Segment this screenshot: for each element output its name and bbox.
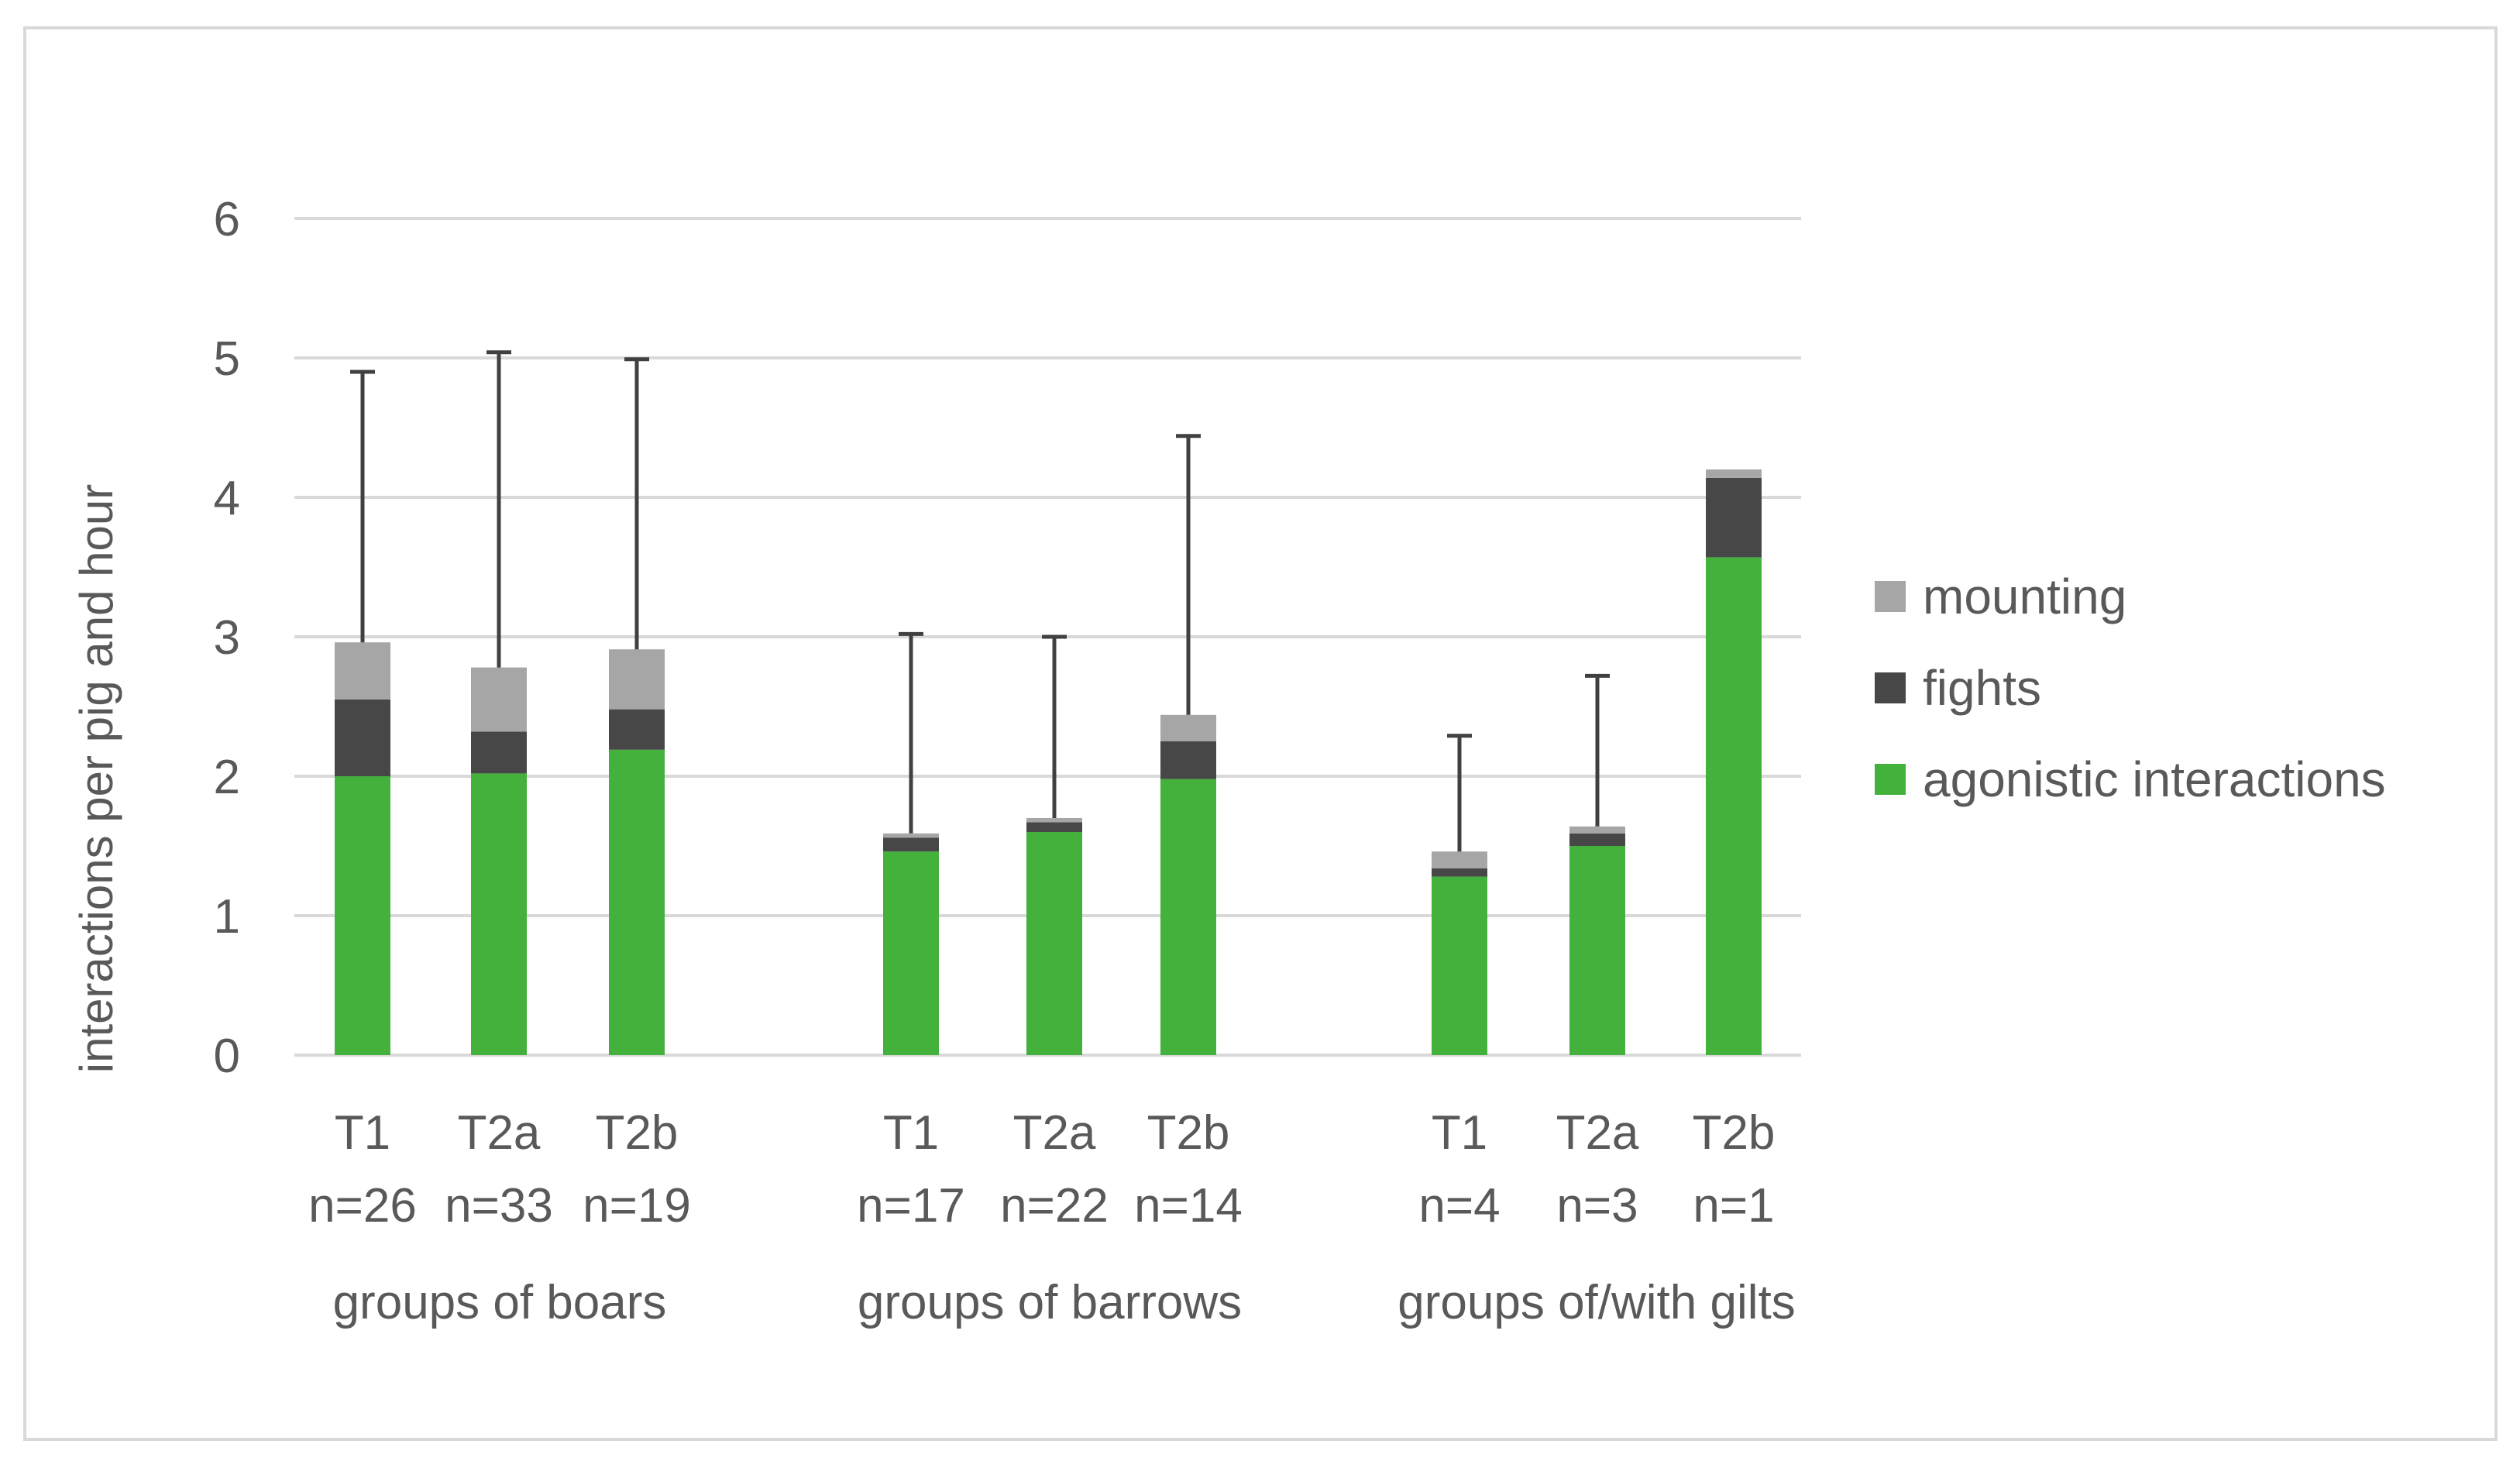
x-sample-size-label: n=14 — [1134, 1179, 1243, 1233]
error-bars — [350, 350, 1610, 852]
y-tick-label-1: 1 — [214, 890, 240, 944]
legend-swatch — [1875, 581, 1906, 612]
bar-agonistic-interactions-1 — [471, 773, 527, 1055]
legend-label: mounting — [1923, 569, 2126, 624]
x-category-label: T2b — [596, 1106, 679, 1160]
bar-mounting-1 — [471, 667, 527, 732]
bar-agonistic-interactions-3 — [883, 851, 939, 1055]
y-axis-ticks: 0 1 2 3 4 5 6 — [214, 193, 240, 1083]
y-tick-label-0: 0 — [214, 1030, 240, 1083]
legend-item-fights: fights — [1875, 660, 2041, 716]
x-sample-size-label: n=33 — [445, 1179, 553, 1233]
bar-mounting-2 — [609, 649, 665, 710]
legend-swatch — [1875, 672, 1906, 703]
x-group-label: groups of/with gilts — [1398, 1276, 1795, 1329]
bar-fights-7 — [1569, 833, 1625, 846]
x-category-label: T2a — [1013, 1106, 1096, 1160]
bar-agonistic-interactions-5 — [1160, 779, 1216, 1055]
legend-label: fights — [1923, 660, 2041, 716]
legend-item-mounting: mounting — [1875, 569, 2126, 624]
x-sample-size-label: n=1 — [1693, 1179, 1774, 1233]
x-group-label: groups of barrows — [858, 1276, 1242, 1329]
bar-agonistic-interactions-2 — [609, 749, 665, 1055]
bar-fights-2 — [609, 709, 665, 750]
bar-mounting-0 — [335, 642, 390, 700]
bar-agonistic-interactions-8 — [1706, 557, 1762, 1055]
y-tick-label-5: 5 — [214, 332, 240, 386]
bar-fights-8 — [1706, 477, 1762, 558]
bar-mounting-8 — [1706, 469, 1762, 478]
x-sample-size-label: n=17 — [857, 1179, 965, 1233]
legend-item-agonistic-interactions: agonistic interactions — [1875, 751, 2386, 807]
x-axis-labels: T1 n=26 T2a n=33 T2b n=19 groups of boars T1 n=1… — [308, 1106, 1796, 1329]
y-tick-label-3: 3 — [214, 611, 240, 665]
bar-mounting-7 — [1569, 826, 1625, 834]
bar-agonistic-interactions-7 — [1569, 846, 1625, 1055]
y-tick-label-2: 2 — [214, 751, 240, 804]
bar-fights-0 — [335, 700, 390, 776]
x-sample-size-label: n=22 — [1000, 1179, 1109, 1233]
x-sample-size-label: n=26 — [308, 1179, 417, 1233]
bar-fights-6 — [1432, 868, 1487, 877]
x-category-label: T1 — [1432, 1106, 1487, 1160]
x-category-label: T2a — [458, 1106, 541, 1160]
y-tick-label-4: 4 — [214, 472, 240, 525]
error-bar-2 — [624, 357, 649, 650]
x-sample-size-label: n=3 — [1556, 1179, 1638, 1233]
error-bar-5 — [1176, 434, 1201, 715]
error-bar-7 — [1585, 673, 1610, 827]
bar-mounting-4 — [1026, 818, 1082, 823]
bar-agonistic-interactions-6 — [1432, 876, 1487, 1055]
bar-fights-3 — [883, 837, 939, 852]
legend-label: agonistic interactions — [1923, 751, 2386, 807]
gridlines — [294, 217, 1801, 1057]
error-bar-6 — [1447, 734, 1472, 852]
legend-swatch — [1875, 764, 1906, 795]
x-category-label: T1 — [883, 1106, 939, 1160]
bar-agonistic-interactions-4 — [1026, 832, 1082, 1055]
x-sample-size-label: n=19 — [583, 1179, 691, 1233]
x-category-label: T1 — [335, 1106, 390, 1160]
x-category-label: T2a — [1556, 1106, 1639, 1160]
x-category-label: T2b — [1693, 1106, 1776, 1160]
bar-mounting-5 — [1160, 714, 1216, 741]
error-bar-1 — [486, 350, 511, 668]
bar-fights-5 — [1160, 741, 1216, 779]
bars — [335, 469, 1762, 1055]
error-bar-3 — [899, 631, 923, 834]
x-category-label: T2b — [1147, 1106, 1230, 1160]
chart-border — [23, 26, 2498, 1441]
y-axis-label: interactions per pig and hour — [70, 484, 122, 1074]
error-bar-4 — [1042, 634, 1067, 818]
x-group-label: groups of boars — [333, 1276, 667, 1329]
legend: mounting fights agonistic interactions — [1875, 569, 2386, 807]
y-tick-label-6: 6 — [214, 193, 240, 246]
error-bar-0 — [350, 370, 375, 643]
bar-fights-1 — [471, 731, 527, 774]
bar-mounting-6 — [1432, 851, 1487, 868]
bar-mounting-3 — [883, 833, 939, 838]
bar-fights-4 — [1026, 822, 1082, 832]
bar-agonistic-interactions-0 — [335, 776, 390, 1055]
x-sample-size-label: n=4 — [1418, 1179, 1500, 1233]
